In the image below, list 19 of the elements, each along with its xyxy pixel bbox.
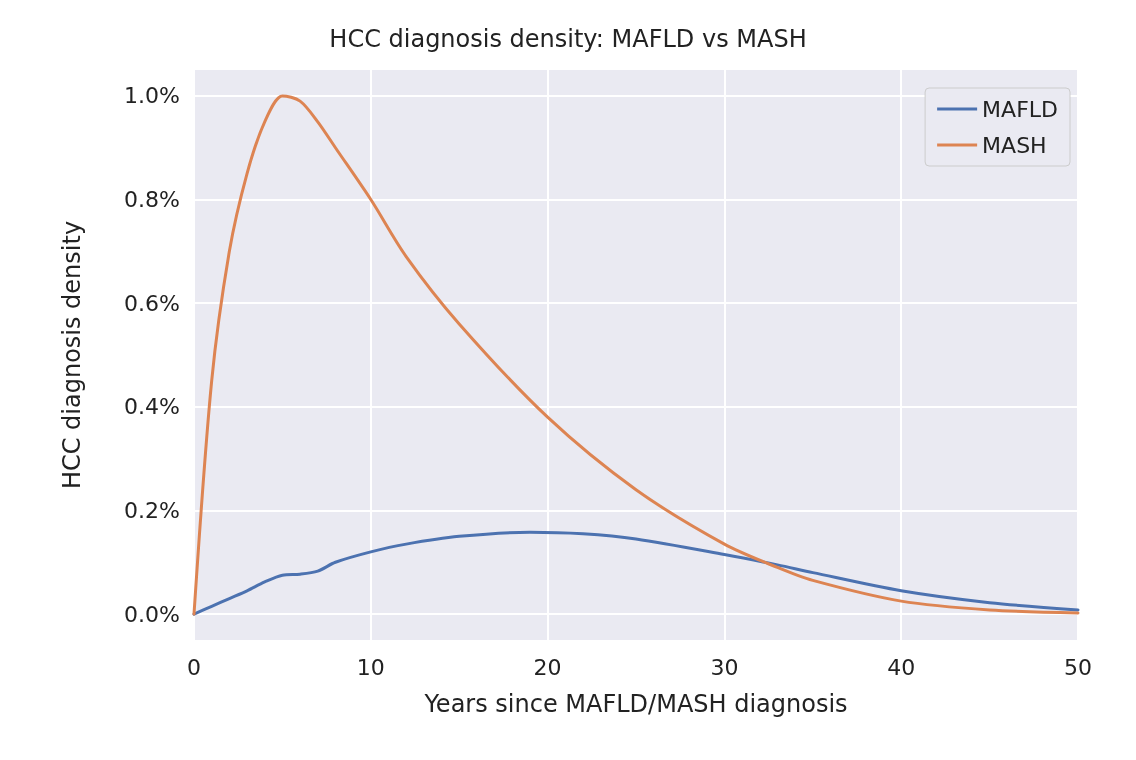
chart-title: HCC diagnosis density: MAFLD vs MASH bbox=[329, 25, 807, 53]
y-tick-label: 1.0% bbox=[124, 83, 180, 109]
legend-label: MAFLD bbox=[982, 96, 1059, 122]
x-tick-label: 0 bbox=[187, 654, 201, 680]
x-axis-title: Years since MAFLD/MASH diagnosis bbox=[423, 690, 848, 718]
line-series bbox=[192, 530, 1080, 616]
x-tick-label: 50 bbox=[1064, 654, 1092, 680]
y-tick-label: 0.8% bbox=[124, 187, 180, 213]
y-tick-label: 0.4% bbox=[124, 394, 180, 420]
legend-label: MASH bbox=[982, 132, 1047, 158]
x-tick-label: 10 bbox=[356, 654, 385, 680]
x-tick-label: 20 bbox=[533, 654, 562, 680]
x-tick-label: 40 bbox=[887, 654, 916, 680]
y-tick-label: 0.0% bbox=[124, 601, 180, 627]
y-axis-title: HCC diagnosis density bbox=[58, 220, 86, 490]
x-tick-label: 30 bbox=[710, 654, 739, 680]
y-tick-label: 0.2% bbox=[124, 497, 180, 523]
line-series bbox=[192, 94, 1080, 616]
y-tick-label: 0.6% bbox=[124, 290, 180, 316]
